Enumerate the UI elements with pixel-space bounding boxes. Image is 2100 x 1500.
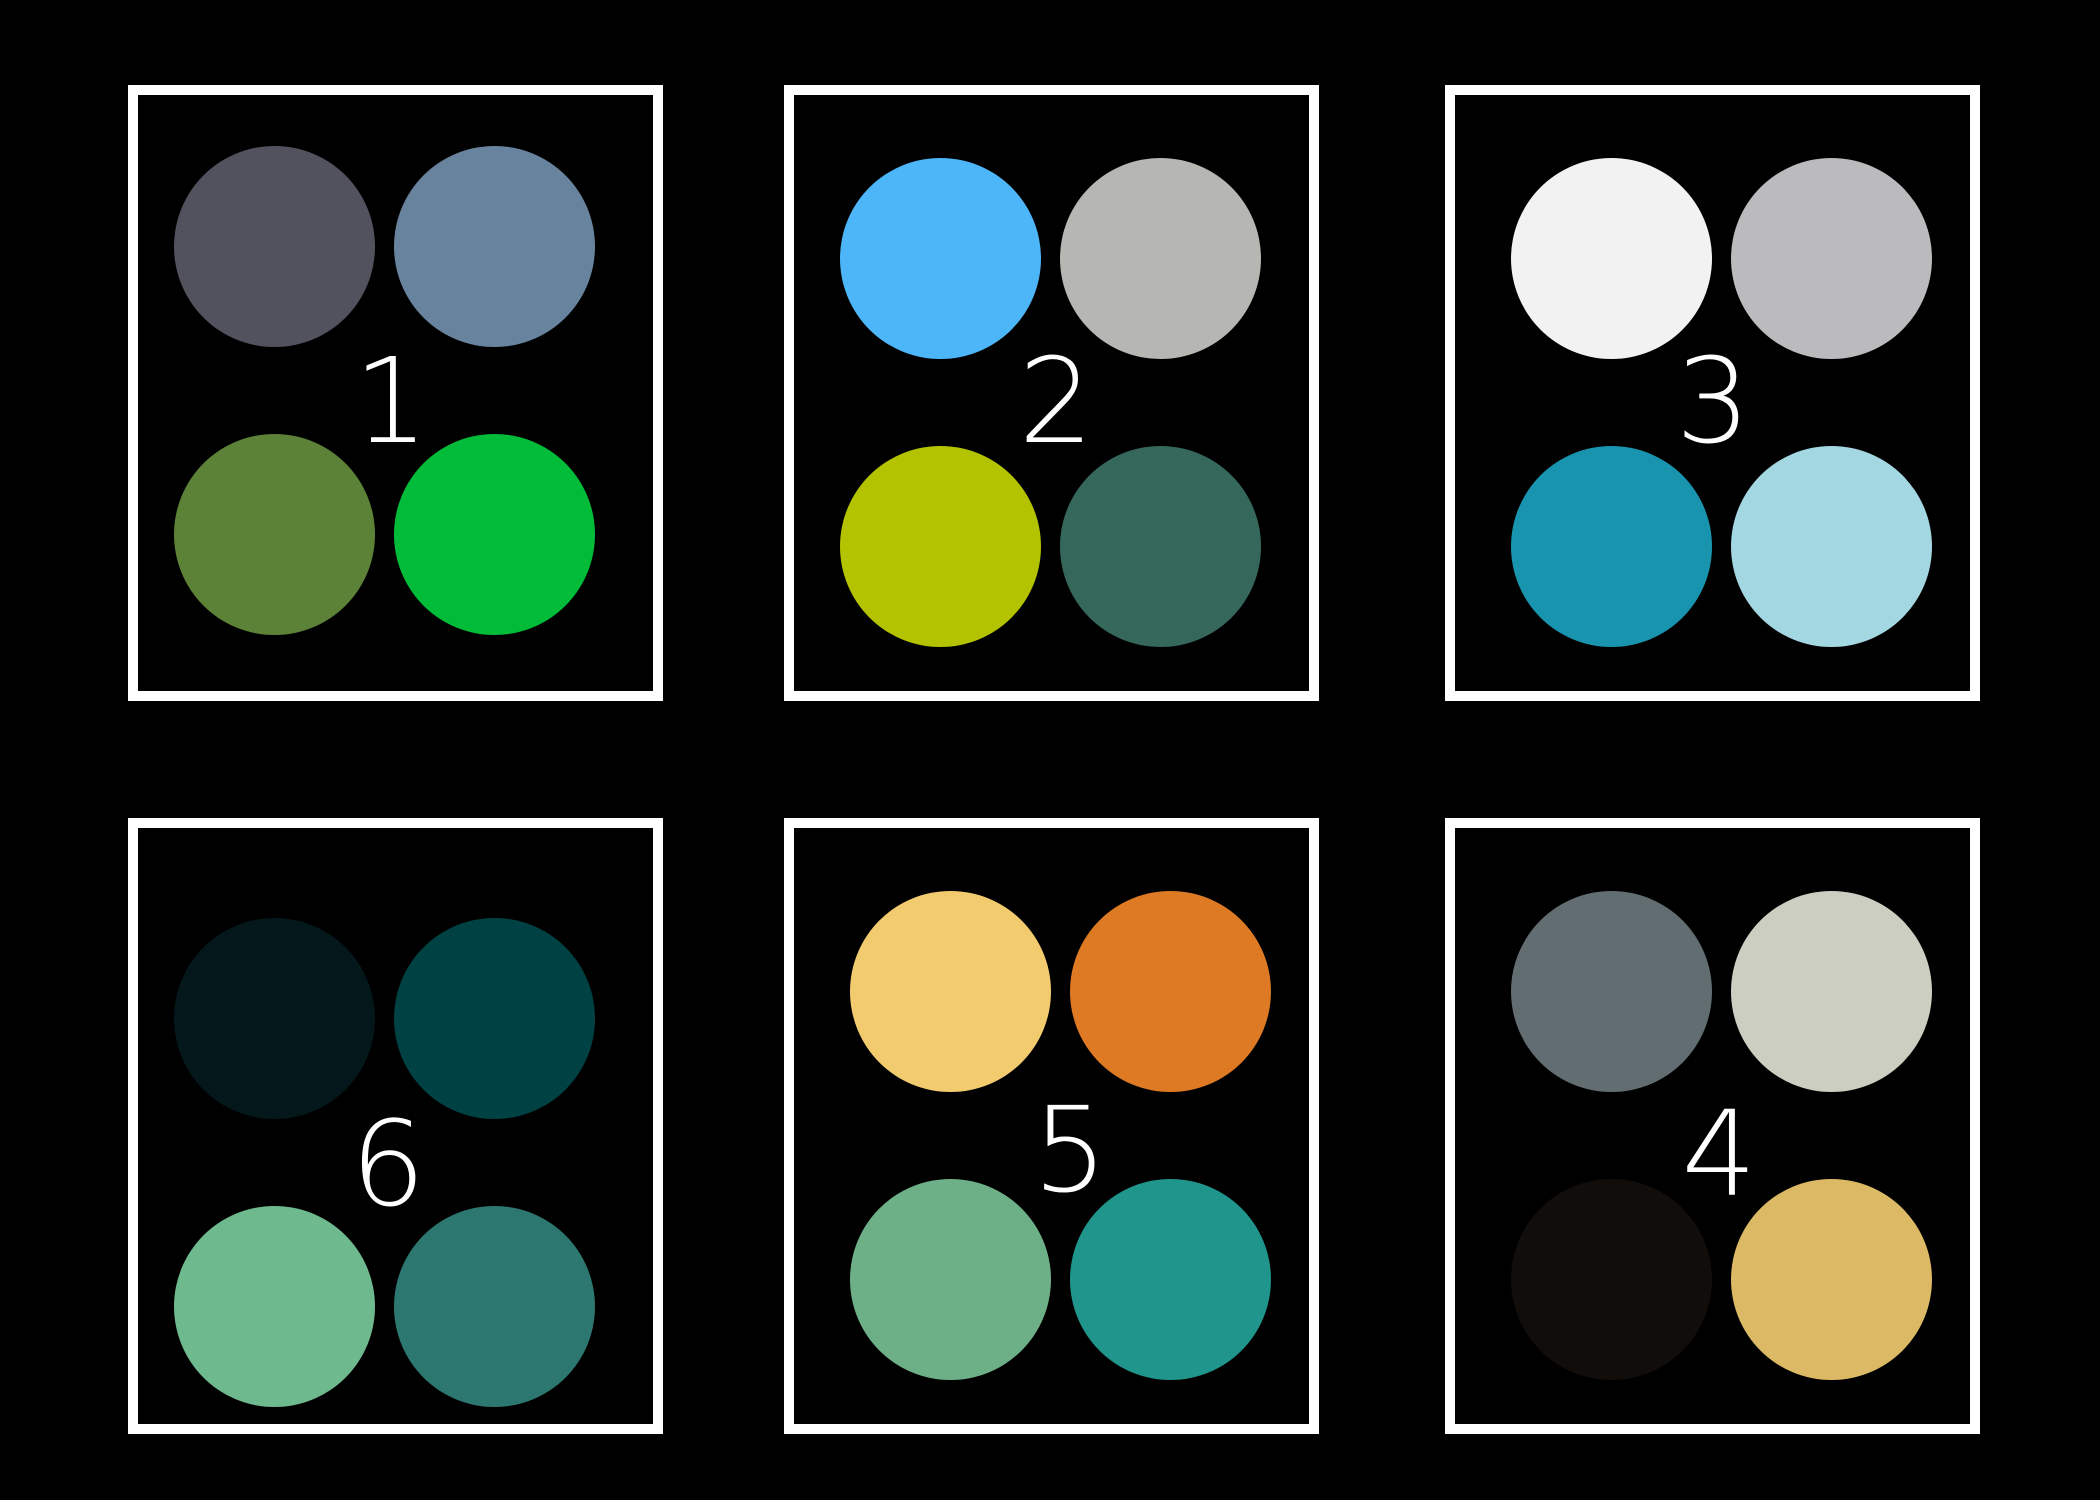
color-swatch	[174, 434, 375, 635]
palette-panel-3: 3	[1445, 85, 1980, 701]
color-swatch	[174, 146, 375, 347]
color-swatch	[1731, 158, 1932, 359]
palette-panel-2: 2	[784, 85, 1319, 701]
color-swatch	[1511, 446, 1712, 647]
color-swatch	[1511, 1179, 1712, 1380]
color-swatch	[1731, 446, 1932, 647]
panel-number: 1	[353, 332, 429, 470]
panel-number: 3	[1675, 332, 1751, 470]
palette-panel-4: 4	[1445, 818, 1980, 1434]
color-swatch	[394, 434, 595, 635]
panel-number: 2	[1018, 332, 1094, 470]
panel-number: 4	[1681, 1085, 1757, 1223]
color-swatch	[174, 918, 375, 1119]
color-swatch	[1731, 1179, 1932, 1380]
color-swatch	[1511, 158, 1712, 359]
panel-number: 6	[350, 1095, 426, 1233]
color-swatch	[1060, 158, 1261, 359]
color-swatch	[394, 918, 595, 1119]
color-swatch	[1731, 891, 1932, 1092]
palette-panel-5: 5	[784, 818, 1319, 1434]
palette-panel-6: 6	[128, 818, 663, 1434]
color-swatch	[850, 1179, 1051, 1380]
color-swatch	[174, 1206, 375, 1407]
color-swatch	[394, 146, 595, 347]
color-swatch	[1511, 891, 1712, 1092]
color-swatch	[840, 446, 1041, 647]
color-swatch	[1070, 891, 1271, 1092]
palette-panel-1: 1	[128, 85, 663, 701]
color-swatch	[1060, 446, 1261, 647]
color-swatch	[840, 158, 1041, 359]
color-swatch	[394, 1206, 595, 1407]
color-swatch	[1070, 1179, 1271, 1380]
color-swatch	[850, 891, 1051, 1092]
panel-number: 5	[1032, 1081, 1108, 1219]
